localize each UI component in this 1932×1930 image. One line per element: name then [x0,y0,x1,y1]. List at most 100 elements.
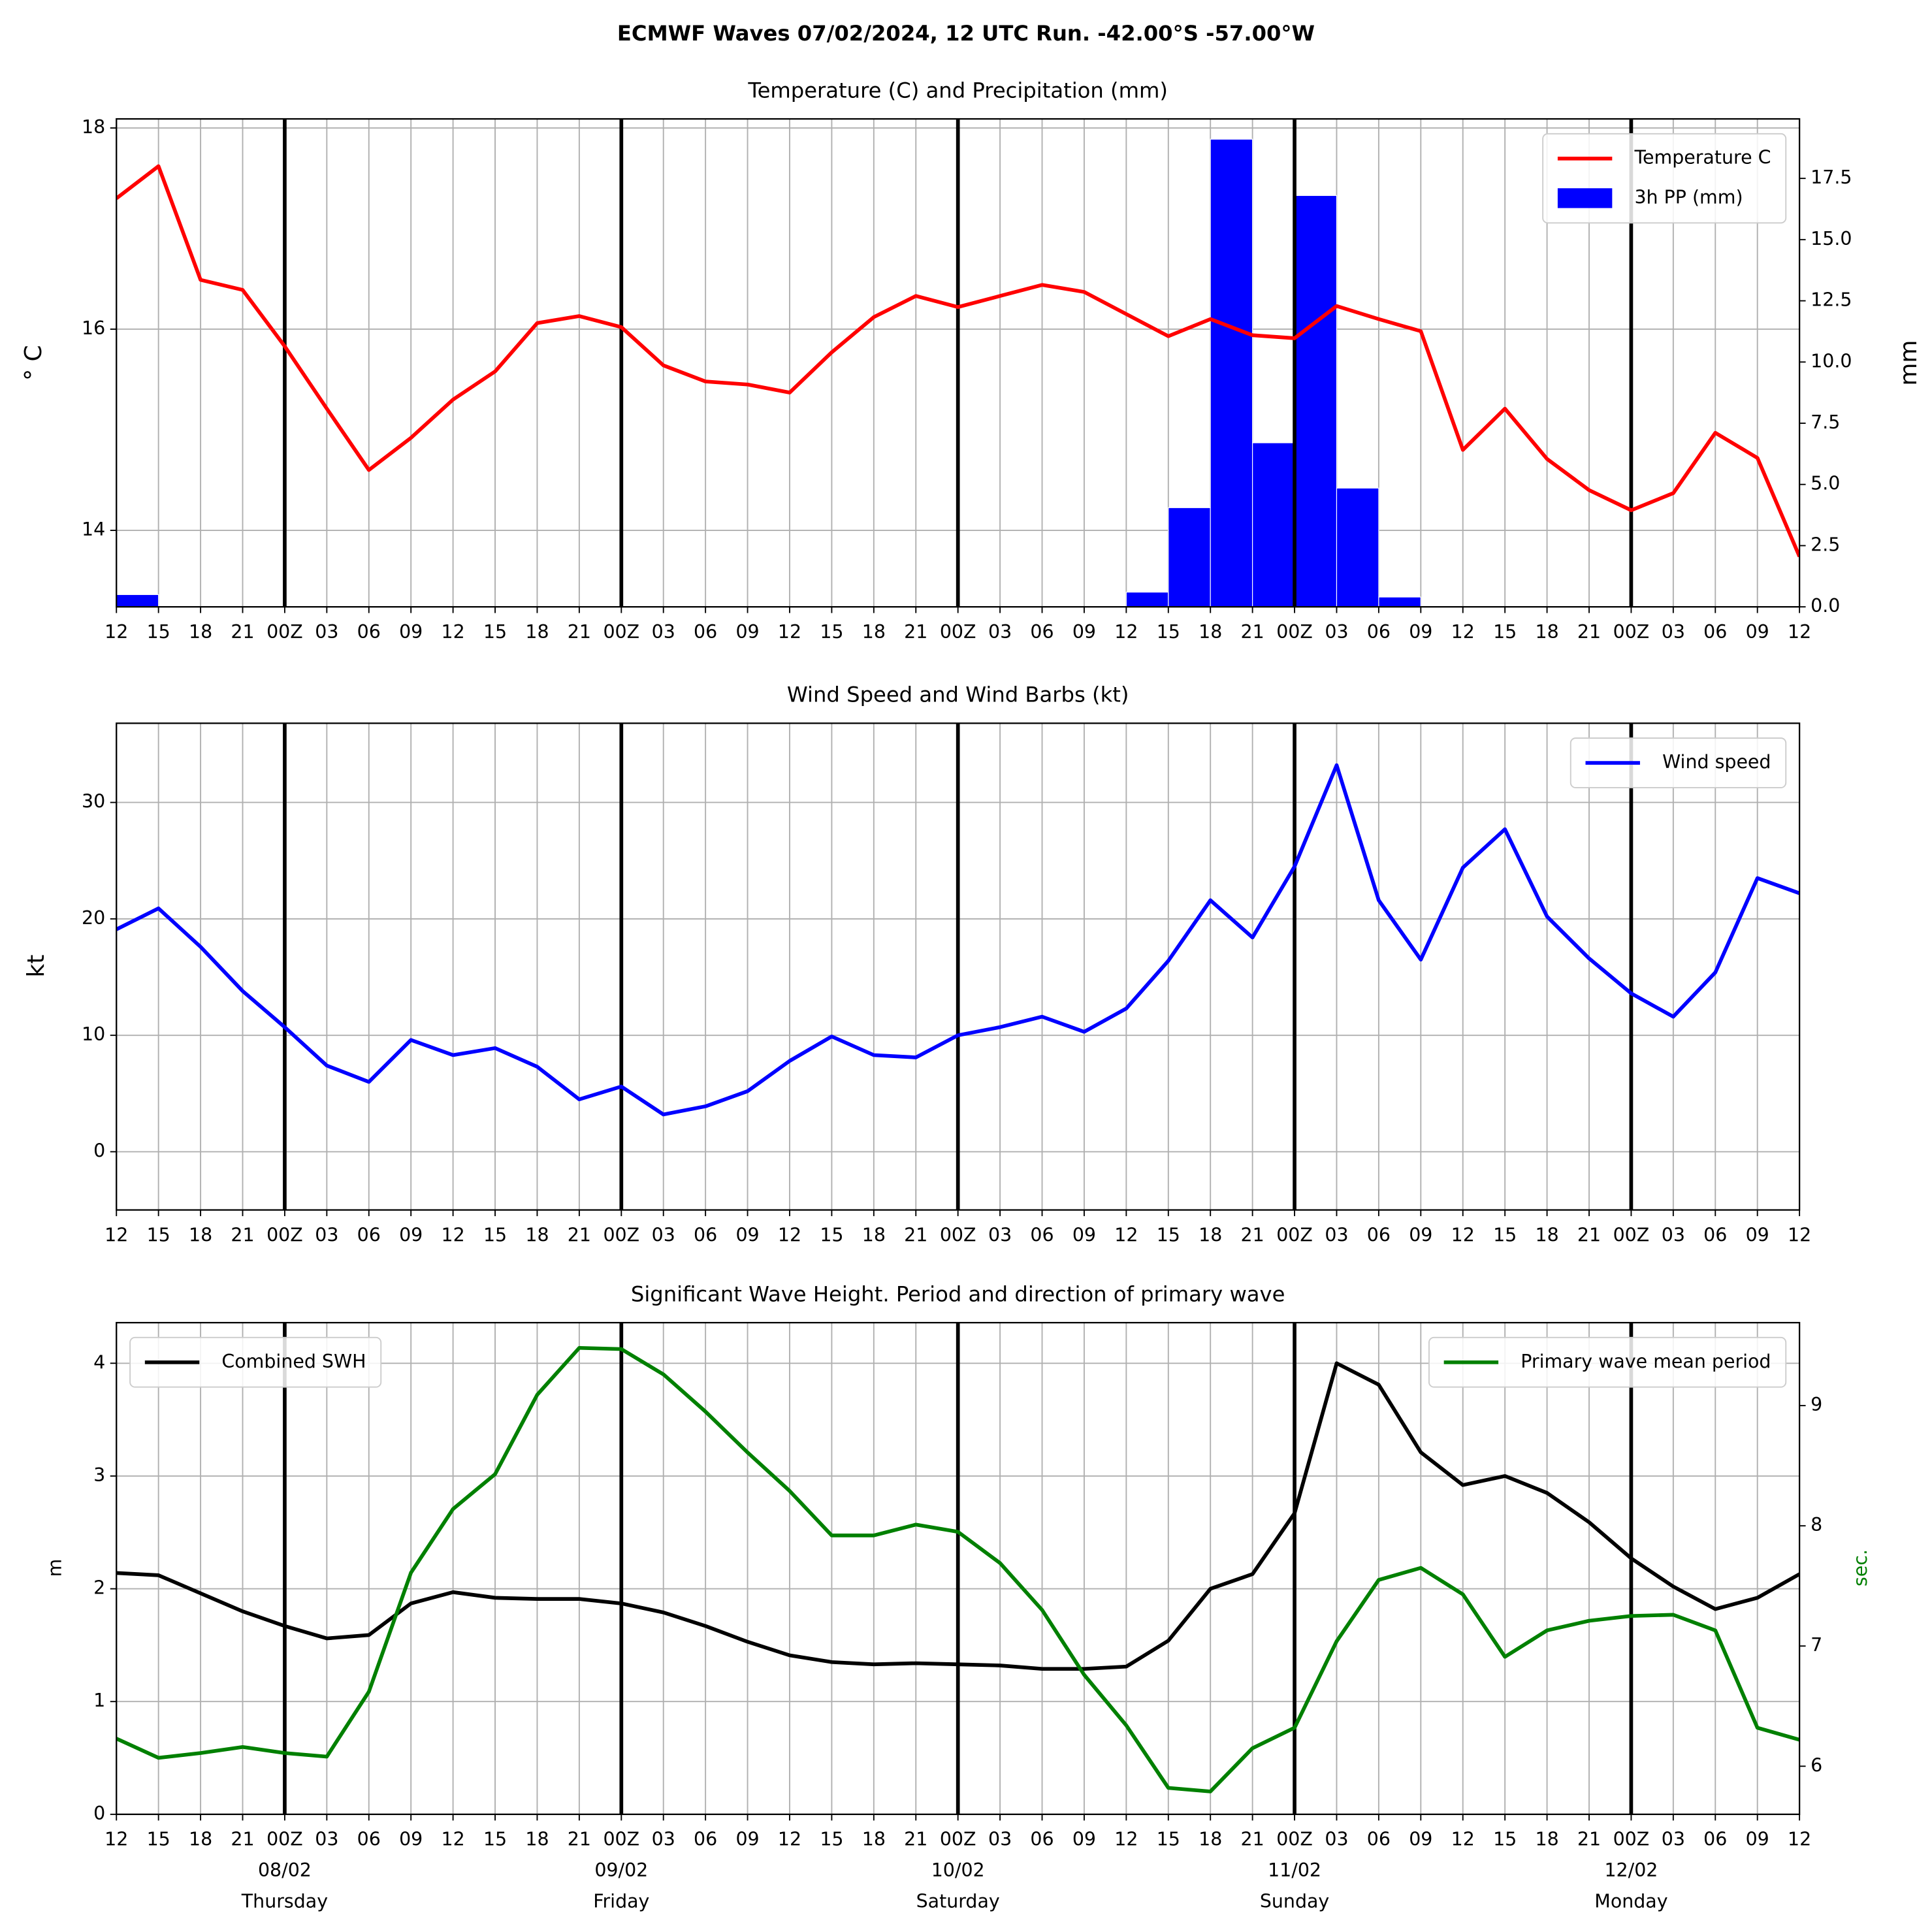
x-tick-label: 06 [694,1224,717,1246]
legend: Temperature C 3h PP (mm) [1542,133,1787,224]
x-tick-label: 03 [1662,621,1685,643]
x-tick-label: 09 [1409,621,1432,643]
plot-frame [116,722,1801,1211]
x-tick-label: 09 [1746,1829,1769,1850]
y2-axis-label: mm [1895,340,1922,386]
legend-box [129,1336,382,1388]
y2-tick-label: 5.0 [1811,473,1840,494]
x-tick-label: 15 [820,621,843,643]
x-tick-label: 03 [988,1829,1012,1850]
plot-frame [116,1321,1801,1816]
bar [1378,596,1421,607]
x-tick-label: 12 [1788,1829,1811,1850]
x-tick-label: 12 [1788,621,1811,643]
legend-label: 3h PP (mm) [1634,186,1743,208]
x-tick-label: 00Z 08/02 Thursday [241,1829,328,1912]
y2-tick-label: 0.0 [1811,595,1840,617]
x-tick-label: 00Z [266,1224,303,1246]
x-tick-label: 09 [1746,1224,1769,1246]
x-tick-label: 06 [357,1224,381,1246]
x-tick-label-line: Monday [1594,1891,1667,1912]
x-tick-label: 15 [1493,1224,1517,1246]
bar [116,594,159,607]
x-tick-label: 03 [988,1224,1012,1246]
x-tick-label: 03 [315,1224,338,1246]
x-tick-label: 15 [820,1829,843,1850]
x-tick-label: 00Z 12/02 Monday [1594,1829,1667,1912]
x-tick-label-line: 00Z [1276,1829,1313,1850]
x-tick-label: 09 [1409,1224,1432,1246]
line-series [116,1345,1800,1793]
y2-tick-label: 7.5 [1811,411,1840,433]
x-tick-label: 15 [147,1829,170,1850]
x-tick-label: 12 [1451,621,1475,643]
x-tick-label: 21 [568,1829,591,1850]
x-tick-label: 09 [399,1829,423,1850]
x-tick-label: 15 [1157,621,1180,643]
x-tick-label-line: 10/02 [931,1859,985,1881]
x-tick-label: 21 [1577,621,1601,643]
x-tick-label: 03 [315,621,338,643]
y2-tick-label: 2.5 [1811,534,1840,555]
y-tick-label: 4 [93,1351,105,1373]
bar [1210,138,1253,607]
x-tick-label-line: 00Z [603,1829,639,1850]
x-tick-label: 09 [399,1224,423,1246]
x-tick-label: 15 [1157,1829,1180,1850]
y-tick-label: 10 [82,1023,105,1045]
x-tick-label: 06 [694,621,717,643]
x-tick-label: 06 [1030,621,1054,643]
x-tick-label: 15 [1157,1224,1180,1246]
x-tick-label: 21 [231,1224,254,1246]
x-tick-label: 09 [735,621,759,643]
x-tick-label: 18 [862,1829,886,1850]
figure-title: ECMWF Waves 07/02/2024, 12 UTC Run. -42.… [617,21,1315,46]
x-tick-label-line: 09/02 [594,1859,648,1881]
x-tick-label: 15 [147,621,170,643]
x-tick-label: 00Z 10/02 Saturday [916,1829,1000,1912]
x-tick-label: 21 [568,621,591,643]
x-tick-label: 21 [904,1224,927,1246]
y-tick-label: 18 [82,116,105,138]
legend: Primary wave mean period [1428,1336,1787,1388]
bar [1294,195,1338,607]
legend-label: Temperature C [1634,147,1771,169]
line-series [116,164,1800,558]
x-tick-label: 12 [778,1829,801,1850]
x-tick-label-line: 00Z [266,1829,303,1850]
x-tick-label: 18 [189,621,212,643]
legend: Combined SWH [129,1336,382,1388]
x-tick-label: 21 [1577,1829,1601,1850]
x-tick-label: 12 [1114,621,1138,643]
x-tick-label: 18 [1199,621,1222,643]
x-tick-label: 15 [820,1224,843,1246]
x-tick-label: 12 [778,1224,801,1246]
x-tick-label: 09 [1072,1224,1096,1246]
y-axis-label: m [44,1559,65,1577]
x-tick-label-line: 11/02 [1268,1859,1321,1881]
x-tick-label: 06 [694,1829,717,1850]
x-tick-label-line: 00Z [940,1829,976,1850]
x-tick-label: 03 [1325,1224,1348,1246]
x-tick-label: 21 [1241,1224,1264,1246]
x-tick-label: 18 [525,1829,549,1850]
x-tick-label: 06 [1367,1224,1391,1246]
legend-swatch [1557,188,1613,208]
x-tick-label: 09 [1072,1829,1096,1850]
x-tick-label: 03 [1662,1829,1685,1850]
bar [1125,592,1169,607]
y-tick-label: 16 [82,317,105,339]
y2-tick-label: 7 [1811,1634,1822,1656]
x-tick-label: 03 [315,1829,338,1850]
x-tick-label: 06 [1367,1829,1391,1850]
y2-tick-label: 8 [1811,1514,1822,1536]
x-tick-label: 06 [357,621,381,643]
x-tick-label: 12 [1451,1224,1475,1246]
x-tick-label: 06 [1703,621,1727,643]
x-tick-label: 18 [1535,1829,1558,1850]
x-tick-label-line: Thursday [241,1891,328,1912]
x-tick-label: 03 [1325,1829,1348,1850]
legend-box [1428,1336,1787,1388]
x-tick-label: 18 [1199,1224,1222,1246]
